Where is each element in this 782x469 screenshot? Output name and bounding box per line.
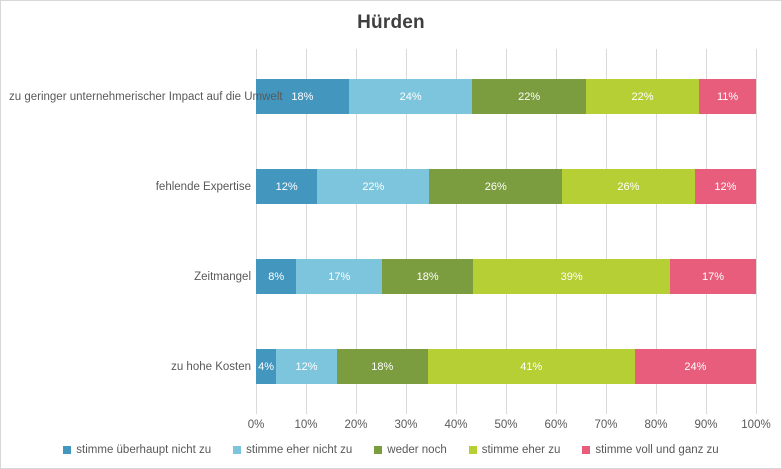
bar-segment: 8%	[256, 259, 297, 294]
bar-segment: 12%	[276, 349, 337, 384]
bar-segment: 11%	[699, 79, 756, 114]
chart-title: Hürden	[357, 12, 425, 33]
bar-segment: 22%	[472, 79, 586, 114]
bar-segment: 24%	[634, 349, 756, 384]
bar-segment: 12%	[256, 169, 318, 204]
chart-row: 12% 22% 26% 26% 12%	[256, 169, 756, 204]
data-label: 18%	[416, 270, 439, 283]
legend-item: stimme eher nicht zu	[233, 444, 352, 456]
chart-row: 18% 24% 22% 22% 11%	[256, 79, 756, 114]
data-label: 22%	[518, 90, 541, 103]
gridline	[506, 49, 507, 414]
bar-segment: 41%	[427, 349, 635, 384]
x-tick-label: 50%	[494, 419, 518, 431]
category-label: Zeitmangel	[194, 270, 251, 283]
legend-label: stimme eher nicht zu	[246, 444, 353, 456]
gridline	[406, 49, 407, 414]
data-label: 8%	[268, 270, 285, 283]
gridline	[656, 49, 657, 414]
x-tick-label: 100%	[741, 419, 771, 431]
data-label: 17%	[702, 270, 725, 283]
legend-marker	[582, 446, 591, 454]
legend-marker	[468, 446, 477, 454]
x-tick-label: 70%	[594, 419, 618, 431]
legend-label: weder noch	[387, 444, 447, 456]
data-label: 17%	[328, 270, 351, 283]
legend-item: stimme voll und ganz zu	[582, 444, 719, 456]
legend-marker	[374, 446, 383, 454]
gridline	[556, 49, 557, 414]
category-label: fehlende Expertise	[155, 180, 251, 193]
x-tick-label: 60%	[544, 419, 568, 431]
legend-label: stimme eher zu	[481, 444, 561, 456]
bar-segment: 39%	[473, 259, 671, 294]
x-tick-label: 80%	[644, 419, 668, 431]
bar-segment: 4%	[256, 349, 277, 384]
data-label: 22%	[362, 180, 385, 193]
bar-segment: 17%	[670, 259, 756, 294]
legend-marker	[63, 446, 72, 454]
x-tick-label: 90%	[694, 419, 718, 431]
bar-segment: 26%	[562, 169, 695, 204]
data-label: 39%	[560, 270, 583, 283]
x-tick-label: 0%	[247, 419, 265, 431]
bar-segment: 12%	[694, 169, 756, 204]
chart-row: 4% 12% 18% 41% 24%	[256, 349, 756, 384]
bar-segment: 22%	[585, 79, 700, 114]
data-label: 18%	[291, 90, 314, 103]
bar-segment: 18%	[256, 79, 349, 114]
chart-row: 8% 17% 18% 39% 17%	[256, 259, 756, 294]
category-label: zu hohe Kosten	[171, 360, 251, 373]
gridline	[606, 49, 607, 414]
data-label: 4%	[258, 360, 275, 373]
x-tick-label: 30%	[394, 419, 418, 431]
bar-segment: 26%	[429, 169, 563, 204]
gridline	[256, 49, 257, 414]
legend-item: stimme eher zu	[468, 444, 561, 456]
data-label: 26%	[617, 180, 640, 193]
data-label: 12%	[275, 180, 298, 193]
gridline	[456, 49, 457, 414]
x-tick-label: 10%	[294, 419, 318, 431]
x-tick-label: 20%	[344, 419, 368, 431]
category-label: zu geringer unternehmerischer Impact auf…	[9, 90, 283, 103]
legend-item: weder noch	[374, 444, 447, 456]
x-tick-label: 40%	[444, 419, 468, 431]
bar-segment: 17%	[296, 259, 383, 294]
legend-label: stimme überhaupt nicht zu	[76, 444, 212, 456]
bar-segment: 18%	[336, 349, 428, 384]
legend-marker	[233, 446, 242, 454]
bar-segment: 24%	[348, 79, 473, 114]
gridline	[306, 49, 307, 414]
data-label: 12%	[295, 360, 318, 373]
legend: stimme überhaupt nicht zu stimme eher nic…	[1, 444, 781, 456]
legend-label: stimme voll und ganz zu	[595, 444, 719, 456]
gridline	[706, 49, 707, 414]
plot-area: 18% 24% 22% 22% 11% 12% 22% 26% 26% 12% 8% 17% 18% 39…	[256, 49, 757, 414]
data-label: 12%	[714, 180, 737, 193]
bar-segment: 18%	[382, 259, 474, 294]
data-label: 22%	[631, 90, 654, 103]
bar-segment: 22%	[317, 169, 430, 204]
data-label: 11%	[717, 90, 739, 103]
data-label: 26%	[484, 180, 507, 193]
data-label: 24%	[684, 360, 707, 373]
data-label: 18%	[371, 360, 394, 373]
gridline	[756, 49, 757, 414]
gridline	[356, 49, 357, 414]
data-label: 41%	[520, 360, 543, 373]
legend-item: stimme überhaupt nicht zu	[63, 444, 211, 456]
data-label: 24%	[399, 90, 422, 103]
